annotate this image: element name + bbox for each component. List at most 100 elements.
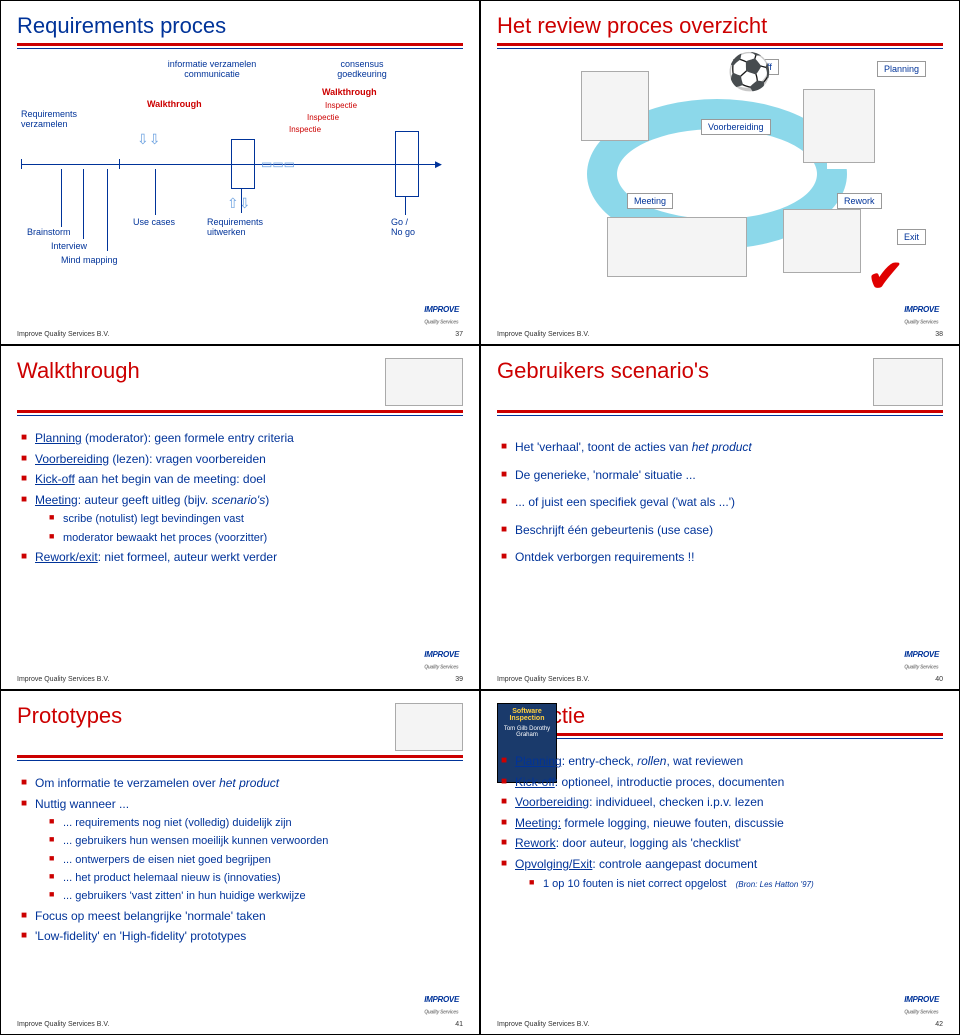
list-item: Beschrijft één gebeurtenis (use case) bbox=[501, 523, 943, 539]
clipart-meeting bbox=[607, 217, 747, 277]
slide-grid: Requirements proces informatie verzamele… bbox=[0, 0, 960, 1035]
label-usecases: Use cases bbox=[133, 217, 175, 227]
list-item: Kick-off aan het begin van de meeting: d… bbox=[21, 472, 463, 488]
title-subrule bbox=[17, 48, 463, 49]
label-req-uitwerken: Requirements uitwerken bbox=[207, 217, 263, 237]
slide-title: Prototypes bbox=[17, 703, 122, 729]
diagram-review-proces: Kick-Off Planning Voorbereiding Meeting … bbox=[497, 59, 943, 322]
bullet-list: Om informatie te verzamelen over het pro… bbox=[17, 776, 463, 945]
slide-number: 40 bbox=[935, 676, 943, 683]
title-rule bbox=[17, 43, 463, 46]
label-requirements-verzamelen: Requirements verzamelen bbox=[21, 109, 77, 129]
slide-logo: IMPROVEQuality Services bbox=[904, 305, 939, 326]
list-item: Planning: entry-check, rollen, wat revie… bbox=[501, 754, 943, 770]
box-phase-b bbox=[395, 131, 419, 197]
slide-41: Prototypes Om informatie te verzamelen o… bbox=[0, 690, 480, 1035]
citation: (Bron: Les Hatton '97) bbox=[736, 880, 814, 889]
slide-title: Walkthrough bbox=[17, 358, 140, 384]
slide-40: Gebruikers scenario's Het 'verhaal', too… bbox=[480, 345, 960, 690]
label-go-nogo: Go / No go bbox=[391, 217, 415, 237]
label-inspectie-1: Inspectie bbox=[325, 101, 357, 110]
list-subitem: moderator bewaakt het proces (voorzitter… bbox=[49, 531, 463, 545]
list-subitem: scribe (notulist) legt bevindingen vast bbox=[49, 512, 463, 526]
icon-doc-3: ▭▭▭ bbox=[261, 157, 295, 171]
label-inspectie-2: Inspectie bbox=[307, 113, 339, 122]
footer-org: Improve Quality Services B.V. bbox=[17, 676, 109, 683]
list-item: Het 'verhaal', toont de acties van het p… bbox=[501, 440, 943, 456]
label-walkthrough-2: Walkthrough bbox=[322, 87, 377, 97]
slide-body: Het 'verhaal', toont de acties van het p… bbox=[497, 426, 943, 667]
list-subitem: 1 op 10 fouten is niet correct opgelost … bbox=[529, 877, 943, 891]
slide-footer: Improve Quality Services B.V. 37 bbox=[17, 322, 463, 338]
slide-number: 39 bbox=[455, 676, 463, 683]
list-item: Ontdek verborgen requirements !! bbox=[501, 550, 943, 566]
footer-org: Improve Quality Services B.V. bbox=[497, 1021, 589, 1028]
slide-footer: Improve Quality Services B.V. 38 bbox=[497, 322, 943, 338]
label-meeting: Meeting bbox=[627, 193, 673, 209]
slide-39: Walkthrough Planning (moderator): geen f… bbox=[0, 345, 480, 690]
clipart-reader bbox=[581, 71, 649, 141]
slide-42: Inspectie Software Inspection Tom Gilb D… bbox=[480, 690, 960, 1035]
title-rule bbox=[497, 43, 943, 46]
bullet-list: Planning: entry-check, rollen, wat revie… bbox=[497, 754, 943, 891]
label-planning: Planning bbox=[877, 61, 926, 77]
footer-org: Improve Quality Services B.V. bbox=[17, 1021, 109, 1028]
label-exit: Exit bbox=[897, 229, 926, 245]
clipart-computer bbox=[783, 209, 861, 273]
list-item: Voorbereiding: individueel, checken i.p.… bbox=[501, 795, 943, 811]
slide-body: Om informatie te verzamelen over het pro… bbox=[17, 771, 463, 1012]
footer-org: Improve Quality Services B.V. bbox=[497, 331, 589, 338]
list-item: De generieke, 'normale' situatie ... bbox=[501, 468, 943, 484]
footer-org: Improve Quality Services B.V. bbox=[497, 676, 589, 683]
label-voorbereiding: Voorbereiding bbox=[701, 119, 771, 135]
list-item: Opvolging/Exit: controle aangepast docum… bbox=[501, 857, 943, 891]
list-item: Meeting: formele logging, nieuwe fouten,… bbox=[501, 816, 943, 832]
list-subitem: ... het product helemaal nieuw is (innov… bbox=[49, 871, 463, 885]
bullet-list: Het 'verhaal', toont de acties van het p… bbox=[497, 440, 943, 566]
list-item: Focus op meest belangrijke 'normale' tak… bbox=[21, 909, 463, 925]
slide-number: 37 bbox=[455, 331, 463, 338]
slide-title: Gebruikers scenario's bbox=[497, 358, 709, 384]
label-brainstorm: Brainstorm bbox=[27, 227, 71, 237]
label-consensus: consensus goedkeuring bbox=[317, 59, 407, 79]
slide-title: Requirements proces bbox=[17, 13, 463, 39]
icon-doc-1: ⇩⇩ bbox=[137, 131, 160, 148]
list-item: Meeting: auteur geeft uitleg (bijv. scen… bbox=[21, 493, 463, 545]
list-item: 'Low-fidelity' en 'High-fidelity' protot… bbox=[21, 929, 463, 945]
label-walkthrough-1: Walkthrough bbox=[147, 99, 202, 109]
list-item: Rework: door auteur, logging als 'checkl… bbox=[501, 836, 943, 852]
clipart-runner bbox=[803, 89, 875, 163]
list-item: Planning (moderator): geen formele entry… bbox=[21, 431, 463, 447]
slide-logo: IMPROVEQuality Services bbox=[424, 305, 459, 326]
bullet-list: Planning (moderator): geen formele entry… bbox=[17, 431, 463, 566]
slide-38: Het review proces overzicht Kick-Off Pla… bbox=[480, 0, 960, 345]
slide-number: 42 bbox=[935, 1021, 943, 1028]
timeline-arrowhead: ▶ bbox=[435, 159, 442, 170]
clipart-detective bbox=[873, 358, 943, 406]
list-subitem: ... gebruikers hun wensen moeilijk kunne… bbox=[49, 834, 463, 848]
label-rework: Rework bbox=[837, 193, 882, 209]
footer-org: Improve Quality Services B.V. bbox=[17, 331, 109, 338]
slide-body: Planning: entry-check, rollen, wat revie… bbox=[497, 749, 943, 1012]
list-subitem: ... requirements nog niet (volledig) dui… bbox=[49, 816, 463, 830]
slide-37: Requirements proces informatie verzamele… bbox=[0, 0, 480, 345]
list-subitem: ... gebruikers 'vast zitten' in hun huid… bbox=[49, 889, 463, 903]
soccer-ball-icon: ⚽ bbox=[727, 51, 772, 93]
clipart-easel bbox=[395, 703, 463, 751]
label-interview: Interview bbox=[51, 241, 87, 251]
list-subitem: ... ontwerpers de eisen niet goed begrij… bbox=[49, 853, 463, 867]
box-phase-a bbox=[231, 139, 255, 189]
list-item: Voorbereiding (lezen): vragen voorbereid… bbox=[21, 452, 463, 468]
clipart-group bbox=[385, 358, 463, 406]
slide-number: 38 bbox=[935, 331, 943, 338]
label-info-verzamelen: informatie verzamelen communicatie bbox=[152, 59, 272, 79]
checkmark-icon: ✔ bbox=[867, 251, 904, 302]
slide-title: Het review proces overzicht bbox=[497, 13, 943, 39]
slide-number: 41 bbox=[455, 1021, 463, 1028]
diagram-requirements-proces: informatie verzamelen communicatie conse… bbox=[17, 59, 463, 322]
title-subrule bbox=[497, 48, 943, 49]
list-item: ... of juist een specifiek geval ('wat a… bbox=[501, 495, 943, 511]
slide-body: Planning (moderator): geen formele entry… bbox=[17, 426, 463, 667]
list-item: Kick-off: optioneel, introductie proces,… bbox=[501, 775, 943, 791]
label-mindmapping: Mind mapping bbox=[61, 255, 118, 265]
